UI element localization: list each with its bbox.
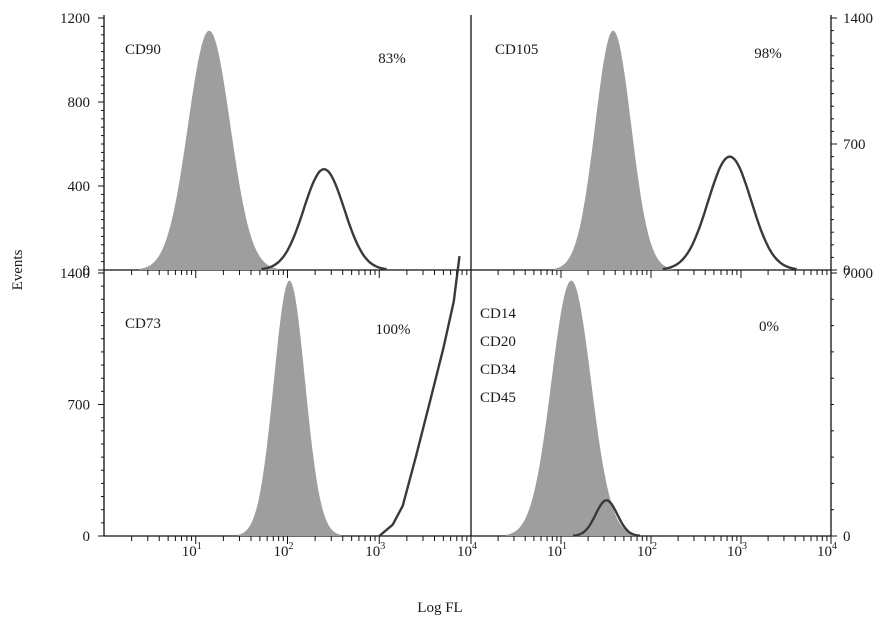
panel-label-cd105: CD105 <box>495 42 538 58</box>
y-tick-label-negative: 0 <box>843 529 851 545</box>
y-tick-label-cd90: 400 <box>68 179 91 195</box>
x-tick-label-right: 102 <box>637 541 657 560</box>
x-tick-label-right: 103 <box>727 541 747 560</box>
percent-label-cd105: 98% <box>754 46 782 62</box>
sample-histogram-cd73 <box>378 255 461 537</box>
x-tick-label-left: 102 <box>274 541 294 560</box>
y-tick-label-cd105: 700 <box>843 137 866 153</box>
y-tick-label-cd90: 1200 <box>60 11 90 27</box>
y-tick-label-cd90: 800 <box>68 95 91 111</box>
y-tick-label-negative: 7000 <box>843 266 873 282</box>
control-histogram-cd90 <box>139 30 279 270</box>
panel-label-cd14: CD14 <box>480 306 516 322</box>
x-tick-label-right: 104 <box>817 541 837 560</box>
annotation-layer: CD90 83% CD105 98% CD73 100% CD14 CD20 CD34 CD45 0… <box>125 42 782 406</box>
x-tick-label-left: 104 <box>457 541 477 560</box>
y-tick-label-cd90: 0 <box>83 263 91 279</box>
percent-label-cd90: 83% <box>378 51 406 67</box>
y-axis-title: Events <box>10 249 26 290</box>
panel-label-cd73: CD73 <box>125 316 161 332</box>
sample-histogram-cd105 <box>662 155 797 271</box>
percent-label-negative: 0% <box>759 319 779 335</box>
sample-histogram-negative <box>572 499 641 537</box>
control-histogram-negative <box>505 280 637 536</box>
control-histogram-cd105 <box>553 30 673 270</box>
y-tick-label-cd73: 700 <box>68 398 91 414</box>
panel-label-cd20: CD20 <box>480 334 516 350</box>
panel-label-cd34: CD34 <box>480 362 516 378</box>
sample-histogram-cd90 <box>261 167 387 271</box>
y-tick-label-cd73: 0 <box>83 529 91 545</box>
x-axis-title: Log FL <box>417 600 462 616</box>
control-histogram-cd73 <box>238 280 341 536</box>
percent-label-cd73: 100% <box>376 322 411 338</box>
x-tick-label-right: 101 <box>547 541 567 560</box>
panel-label-cd90: CD90 <box>125 42 161 58</box>
panel-label-cd45: CD45 <box>480 390 516 406</box>
histogram-layer <box>139 30 797 537</box>
y-tick-label-cd105: 1400 <box>843 11 873 27</box>
x-tick-label-left: 101 <box>182 541 202 560</box>
y-tick-label-cd105: 0 <box>843 263 851 279</box>
x-tick-label-left: 103 <box>365 541 385 560</box>
y-tick-label-cd73: 1400 <box>60 266 90 282</box>
